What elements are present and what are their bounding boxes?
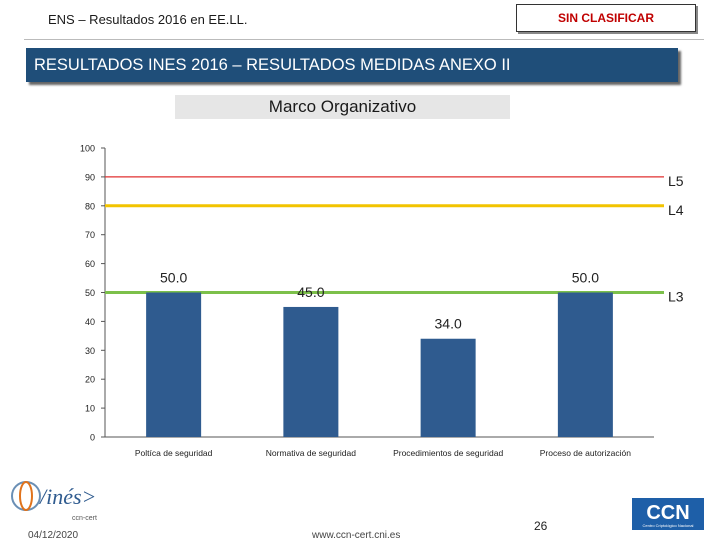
category-label: Procedimientos de seguridad <box>393 448 503 458</box>
bar <box>283 306 339 437</box>
banner-title: RESULTADOS INES 2016 – RESULTADOS MEDIDA… <box>34 55 511 74</box>
y-tick-label: 100 <box>80 144 95 154</box>
category-label: Proceso de autorización <box>540 448 631 458</box>
y-tick-label: 20 <box>85 375 95 385</box>
y-tick-label: 40 <box>85 317 95 327</box>
ines-logo-text: /inés> <box>38 484 96 509</box>
y-tick-label: 90 <box>85 172 95 182</box>
y-tick-label: 30 <box>85 346 95 356</box>
bar <box>557 292 613 437</box>
data-label: 45.0 <box>297 284 324 300</box>
data-label: 50.0 <box>160 270 187 286</box>
reference-label-l4: L4 <box>668 202 684 218</box>
header-title: ENS – Resultados 2016 en EE.LL. <box>48 12 248 27</box>
reference-label-l3: L3 <box>668 289 684 305</box>
y-tick-label: 0 <box>90 433 95 443</box>
chart-title: Marco Organizativo <box>175 95 510 119</box>
section-banner: RESULTADOS INES 2016 – RESULTADOS MEDIDA… <box>26 48 678 82</box>
category-label: Normativa de seguridad <box>266 448 357 458</box>
ines-logo-subtext: ccn-cert <box>72 515 97 522</box>
reference-label-l5: L5 <box>668 173 684 189</box>
classification-badge: SIN CLASIFICAR <box>516 4 696 32</box>
bar <box>420 338 476 437</box>
y-tick-label: 80 <box>85 201 95 211</box>
header-divider <box>24 39 704 40</box>
y-tick-label: 70 <box>85 230 95 240</box>
ines-logo: /inés> ccn-cert <box>11 481 97 522</box>
ccn-logo: CCN Centro Criptológico Nacional <box>632 498 704 530</box>
y-tick-label: 50 <box>85 288 95 298</box>
footer-url[interactable]: www.ccn-cert.cni.es <box>312 530 401 541</box>
category-label: Poltíca de seguridad <box>135 448 213 458</box>
ccn-logo-text: CCN <box>646 502 689 524</box>
bar <box>146 292 202 437</box>
data-label: 50.0 <box>572 270 599 286</box>
y-tick-label: 10 <box>85 404 95 414</box>
ccn-logo-subtext: Centro Criptológico Nacional <box>643 523 694 528</box>
page-number: 26 <box>534 519 548 533</box>
footer-date: 04/12/2020 <box>28 530 79 541</box>
y-tick-label: 60 <box>85 259 95 269</box>
data-label: 34.0 <box>435 316 462 332</box>
